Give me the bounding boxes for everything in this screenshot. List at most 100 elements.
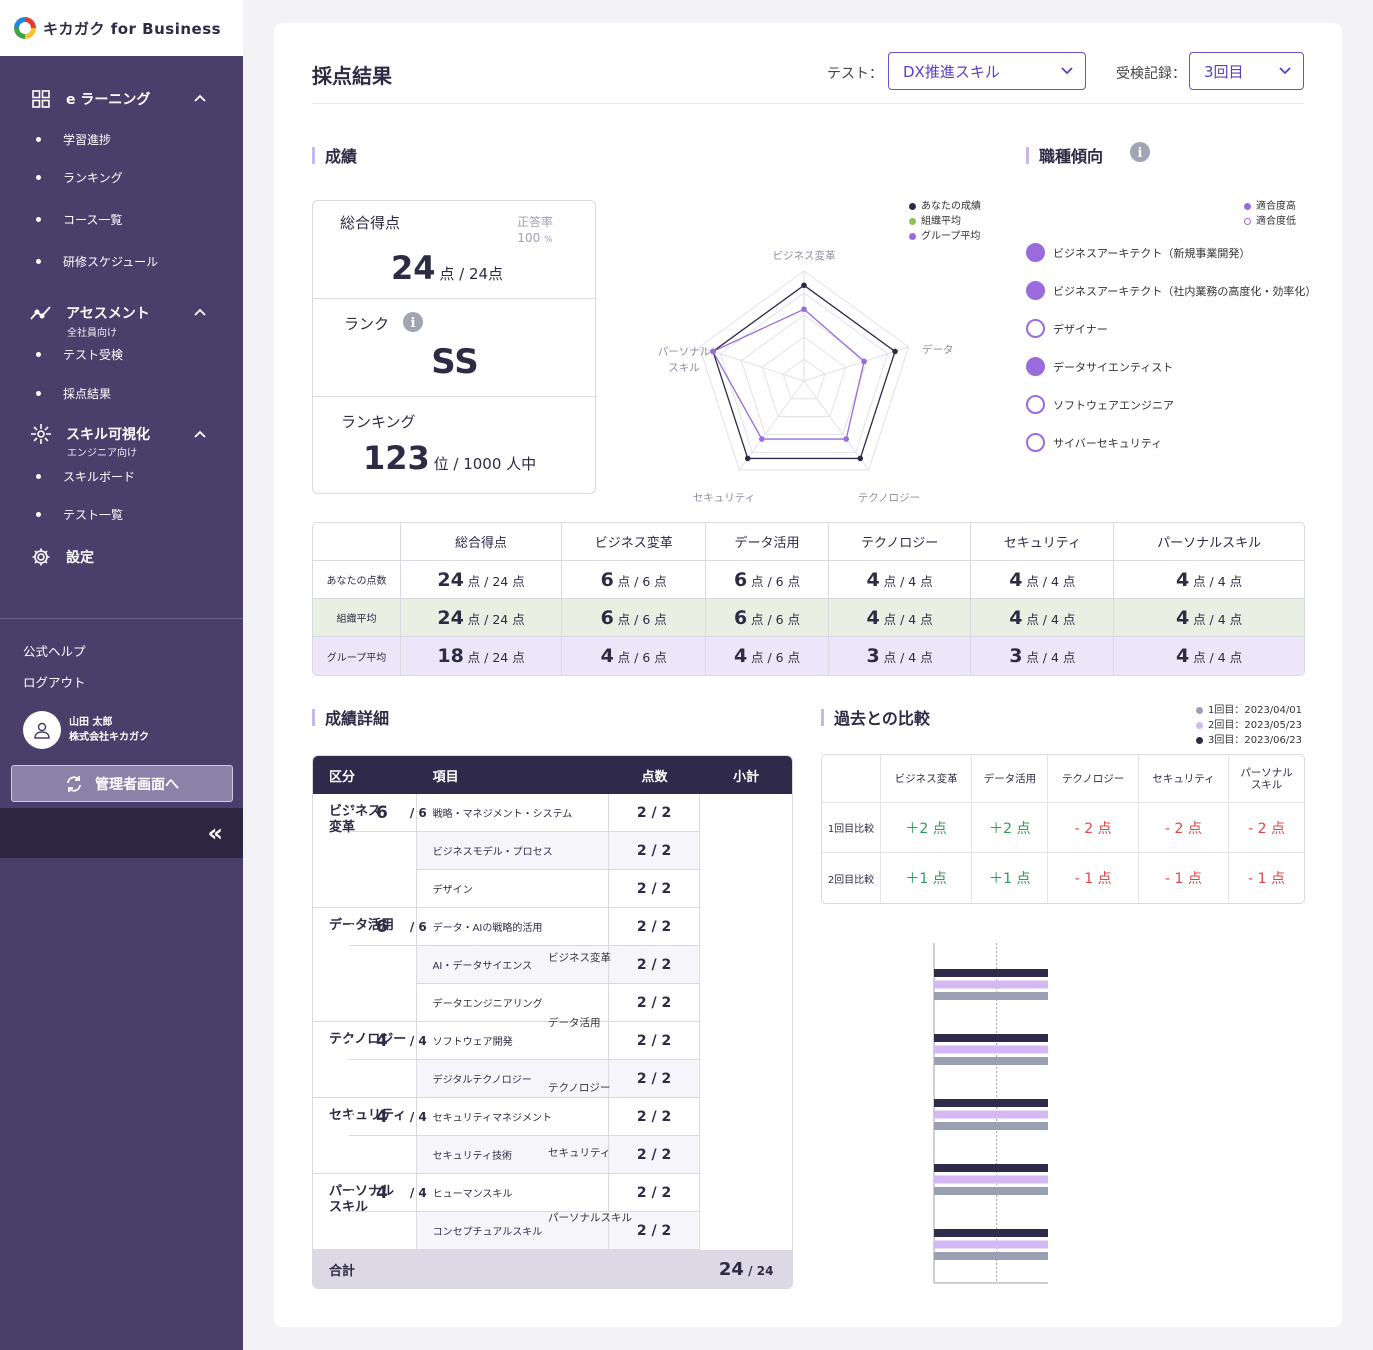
sidebar-item-courses[interactable]: コース一覧 bbox=[36, 211, 122, 228]
test-select[interactable]: DX推進スキル bbox=[888, 52, 1086, 90]
sidebar-item-progress[interactable]: 学習進捗 bbox=[36, 131, 111, 148]
detail-item: AI・データサイエンス bbox=[416, 946, 609, 984]
summary-cell: 4 点 / 4 点 bbox=[971, 599, 1115, 637]
summary-cell: 4 点 / 6 点 bbox=[562, 637, 707, 675]
brand-logo[interactable]: キカガク for Business bbox=[0, 0, 243, 56]
assessment-label: アセスメント bbox=[66, 306, 150, 322]
radar-grid bbox=[782, 358, 826, 400]
user-profile[interactable]: 山田 太郎 株式会社キカガク bbox=[23, 711, 149, 749]
detail-row: AI・データサイエンス 2 / 2 bbox=[313, 946, 792, 984]
collapse-sidebar-button[interactable]: « bbox=[0, 808, 243, 858]
radar-spoke bbox=[803, 380, 870, 471]
chevron-up-icon[interactable] bbox=[193, 92, 207, 106]
detail-item: セキュリティマネジメント bbox=[416, 1098, 609, 1136]
sidebar: キカガク for Business e ラーニング 学習進捗 ランキング コース… bbox=[0, 0, 243, 1350]
tendency-dot bbox=[1026, 357, 1045, 376]
category-label: パーソナルスキル bbox=[548, 1212, 632, 1224]
section-compare: 過去との比較 bbox=[821, 705, 930, 729]
bar-1回目 bbox=[934, 1057, 1048, 1065]
detail-item: コンセプチュアルスキル bbox=[416, 1212, 609, 1250]
info-icon[interactable]: i bbox=[403, 312, 423, 332]
summary-cell: 6 点 / 6 点 bbox=[706, 561, 829, 599]
bar-3回目 bbox=[934, 1229, 1048, 1237]
radar-axis-label: ビジネス変革 bbox=[773, 249, 836, 262]
section-score: 成績 bbox=[312, 143, 357, 167]
detail-row: セキュリティ セキュリティマネジメント 2 / 2 4 / 4 bbox=[313, 1098, 792, 1174]
sidebar-section-skill[interactable]: スキル可視化 bbox=[30, 423, 150, 445]
sidebar-section-settings[interactable]: 設定 bbox=[30, 546, 94, 568]
rank-value: SS bbox=[431, 342, 479, 382]
skill-sub: エンジニア向け bbox=[67, 448, 137, 459]
summary-cell: 4 点 / 4 点 bbox=[828, 599, 972, 637]
radar-axis-label: テクノロジー bbox=[858, 492, 920, 503]
admin-button[interactable]: 管理者画面へ bbox=[11, 765, 233, 802]
sparkle-icon bbox=[30, 423, 52, 445]
chevron-down-icon bbox=[1061, 67, 1073, 75]
record-select[interactable]: 3回目 bbox=[1189, 52, 1304, 90]
tendency-item: ビジネスアーキテクト（社内業務の高度化・効率化） bbox=[1026, 281, 1316, 300]
detail-item: ソフトウェア開発 bbox=[416, 1022, 609, 1060]
summary-cell: 4 点 / 4 点 bbox=[1114, 561, 1304, 599]
help-link[interactable]: 公式ヘルプ bbox=[23, 644, 86, 659]
summary-cell: 24 点 / 24 点 bbox=[401, 599, 563, 637]
category-label: セキュリティ bbox=[548, 1147, 610, 1159]
radar-axis-label: パーソナル bbox=[658, 346, 711, 358]
ranking-value: 123 bbox=[363, 439, 430, 477]
sidebar-item-results[interactable]: 採点結果 bbox=[36, 385, 111, 402]
main-card: 採点結果 テスト： DX推進スキル 受検記録： 3回目 成績 総合得点 正答率 … bbox=[274, 23, 1342, 1327]
compare-cell: - 1 点 bbox=[1139, 853, 1230, 903]
rank-row: ランク i SS bbox=[313, 299, 597, 397]
radar-point bbox=[861, 358, 867, 365]
radar-point bbox=[801, 306, 807, 313]
detail-item: 戦略・マネジメント・システム bbox=[416, 794, 609, 832]
bar-1回目 bbox=[934, 1252, 1048, 1260]
detail-item: データ・AIの戦略的活用 bbox=[416, 908, 609, 946]
user-icon bbox=[34, 722, 50, 739]
tendency-item: ソフトウェアエンジニア bbox=[1026, 395, 1174, 414]
detail-subtotal: 4 / 4 bbox=[349, 1174, 427, 1212]
sidebar-section-assessment[interactable]: アセスメント bbox=[30, 302, 150, 324]
tendency-item: サイバーセキュリティ bbox=[1026, 433, 1162, 452]
settings-label: 設定 bbox=[66, 550, 94, 566]
sidebar-item-test-list[interactable]: テスト一覧 bbox=[36, 506, 123, 523]
detail-points: 2 / 2 bbox=[608, 908, 701, 946]
radar-grid bbox=[698, 270, 910, 471]
radar-series-group bbox=[712, 308, 865, 440]
summary-cell: 4 点 / 4 点 bbox=[1176, 645, 1243, 667]
radar-spoke bbox=[803, 346, 909, 382]
detail-item: データエンジニアリング bbox=[416, 984, 609, 1022]
summary-cell: 4 点 / 6 点 bbox=[706, 637, 829, 675]
radar-legend: あなたの成績 組織平均 グループ平均 bbox=[909, 199, 981, 244]
summary-cell: 3 点 / 4 点 bbox=[829, 637, 972, 675]
svg-text:i: i bbox=[1138, 146, 1143, 161]
category-label: ビジネス変革 bbox=[548, 951, 611, 964]
info-icon[interactable]: i bbox=[1130, 142, 1150, 162]
summary-cell: 6 点 / 6 点 bbox=[562, 561, 707, 599]
sidebar-item-ranking[interactable]: ランキング bbox=[36, 169, 123, 186]
summary-cell: 24 点 / 24 点 bbox=[401, 561, 563, 599]
bar-2回目 bbox=[934, 980, 1048, 989]
assessment-sub: 全社員向け bbox=[67, 328, 117, 339]
summary-cell: 18 点 / 24 点 bbox=[401, 637, 563, 675]
detail-subtotal: 6 / 6 bbox=[349, 908, 427, 946]
bar-2回目 bbox=[934, 1110, 1048, 1119]
sidebar-item-skillboard[interactable]: スキルボード bbox=[36, 468, 135, 485]
sidebar-section-elearning[interactable]: e ラーニング bbox=[30, 88, 150, 110]
comparison-bar-chart: 020406080100%ビジネス変革データ活用テクノロジーセキュリティパーソナ… bbox=[548, 943, 1048, 1284]
radar-point bbox=[801, 282, 807, 289]
radar-grid bbox=[740, 314, 868, 435]
summary-cell: 4 点 / 4 点 bbox=[1114, 599, 1304, 637]
detail-points: 2 / 2 bbox=[608, 1212, 701, 1250]
chevron-up-icon[interactable] bbox=[193, 428, 207, 442]
sidebar-item-schedule[interactable]: 研修スケジュール bbox=[36, 253, 158, 270]
bar-1回目 bbox=[934, 1187, 1048, 1195]
user-name: 山田 太郎 bbox=[69, 717, 113, 728]
sidebar-item-take-test[interactable]: テスト受検 bbox=[36, 346, 123, 363]
chevron-up-icon[interactable] bbox=[193, 306, 207, 320]
logout-link[interactable]: ログアウト bbox=[23, 675, 86, 690]
summary-cell: 6 点 / 6 点 bbox=[562, 599, 707, 637]
detail-item: セキュリティ技術 bbox=[416, 1136, 609, 1174]
